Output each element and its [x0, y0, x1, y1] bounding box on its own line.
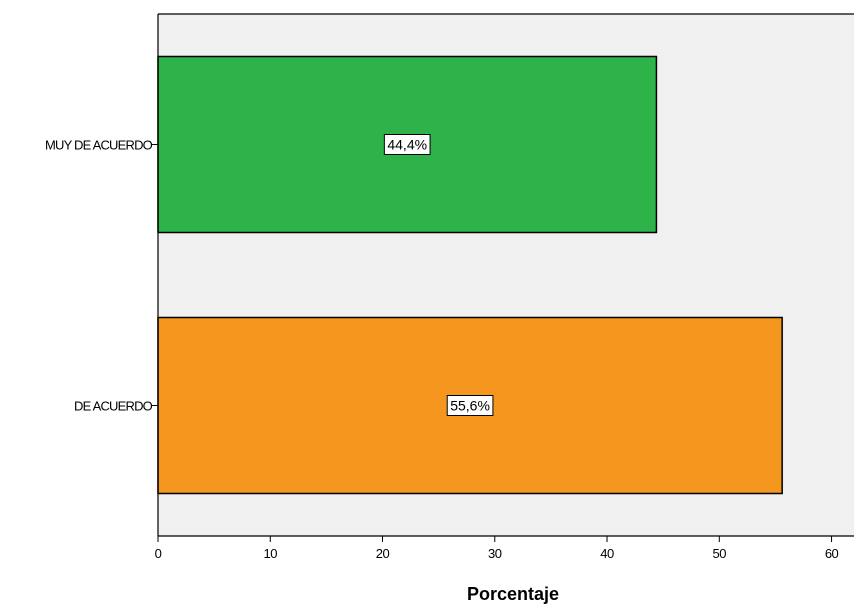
x-tick-label-5: 50 — [713, 546, 727, 561]
x-tick-label-0: 0 — [155, 546, 162, 561]
x-axis: 0 10 20 30 40 50 60 — [155, 535, 854, 561]
category-label-0: MUY DE ACUERDO — [45, 138, 153, 153]
x-tick-label-2: 20 — [376, 546, 390, 561]
x-tick-label-6: 60 — [825, 546, 839, 561]
data-label-1: 55,6% — [450, 398, 490, 414]
x-tick-label-4: 40 — [600, 546, 614, 561]
x-axis-title: Porcentaje — [467, 584, 559, 604]
data-labels-group: 44,4% 55,6% — [383, 134, 494, 416]
category-label-1: DE ACUERDO — [74, 399, 153, 414]
data-label-box-0 — [383, 134, 431, 155]
data-label-0: 44,4% — [387, 137, 427, 153]
x-tick-label-1: 10 — [264, 546, 278, 561]
y-axis: MUY DE ACUERDO DE ACUERDO — [45, 14, 159, 536]
data-label-box-1 — [446, 395, 494, 416]
x-tick-label-3: 30 — [488, 546, 502, 561]
